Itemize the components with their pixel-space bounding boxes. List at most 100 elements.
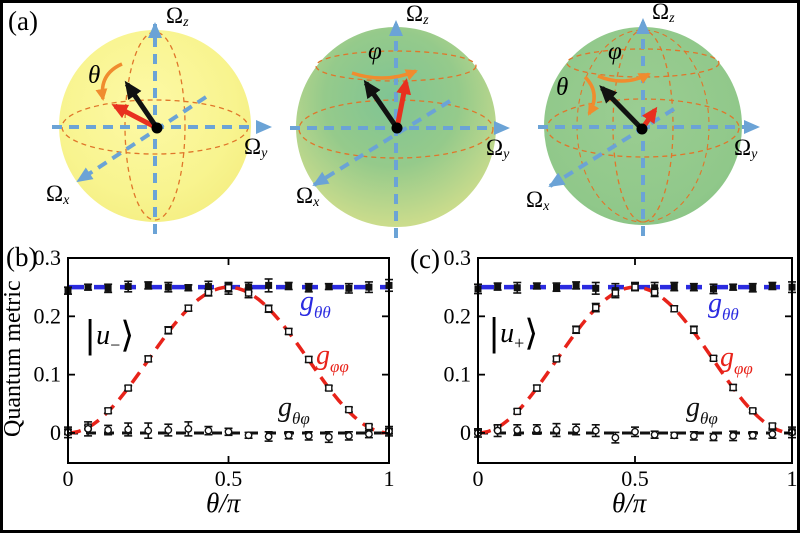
data-point-g_thetatheta [553, 283, 560, 291]
phi-label: φ [608, 38, 622, 65]
data-point-g_phiphi [144, 355, 152, 363]
omega-y-sub: y [751, 147, 758, 162]
phi-label: φ [368, 38, 382, 65]
legend-base: g [686, 392, 700, 423]
data-point-g_phiphi [552, 355, 561, 363]
data-point-g_thetaphi [124, 425, 133, 434]
omega-z-sub: z [423, 13, 429, 28]
omega-y-sub: y [503, 147, 510, 162]
omega-x-base: Ω [46, 181, 64, 206]
legend-base: g [300, 286, 314, 317]
ket-close: ⟩ [120, 315, 135, 356]
data-point-g_thetaphi [729, 431, 738, 440]
legend-base: g [278, 392, 292, 423]
data-point-g_thetaphi [164, 426, 173, 434]
data-point-g_thetaphi [709, 433, 718, 441]
bloch-sphere-theta-phi [538, 18, 760, 236]
x-tick-label: 0.5 [621, 466, 649, 491]
ket-letter: u [96, 320, 111, 351]
data-point-g_phiphi [670, 305, 678, 313]
x-tick-label: 1 [384, 466, 395, 491]
data-point-g_thetatheta [710, 285, 717, 293]
ket-subscript: − [110, 335, 121, 355]
data-point-g_thetaphi [184, 424, 193, 433]
bloch-spheres-diagram [52, 18, 760, 238]
data-point-g_thetatheta [533, 282, 541, 290]
data-point-g_phiphi [164, 326, 173, 335]
data-point-g_thetatheta [729, 283, 737, 291]
data-point-g_thetatheta [245, 283, 253, 291]
y-axis-title: Quantum metric [0, 280, 26, 438]
data-point-g_thetatheta [265, 281, 273, 289]
data-point-g_thetaphi [104, 426, 113, 434]
bloch-sphere-theta [52, 22, 272, 234]
panel-b: 0 0.5 1 0 0.1 0.2 0.3 (b) Quantum metric | u − ⟩ … [0, 236, 400, 533]
data-point-g_thetatheta [345, 284, 353, 292]
y-tick-label: 0.3 [444, 245, 472, 270]
data-point-g_thetatheta [690, 283, 698, 291]
data-point-g_thetaphi [144, 426, 153, 435]
legend-sub: θφ [292, 409, 310, 428]
y-tick-label: 0.1 [444, 362, 472, 387]
y-tick-label: 0 [460, 420, 471, 445]
data-point-g_phiphi [533, 384, 541, 392]
data-point-g_thetatheta [124, 283, 132, 291]
data-point-g_thetaphi [344, 431, 353, 440]
data-point-g_thetaphi [611, 433, 620, 442]
sphere-center-dot [636, 123, 648, 135]
y-tick-label: 0.2 [34, 303, 62, 328]
black-state-arrow [124, 80, 160, 130]
omega-x-axis [312, 99, 452, 187]
data-point-g_thetatheta [84, 283, 92, 291]
omega-x-axis [76, 95, 208, 183]
y-tick-label: 0.1 [34, 362, 62, 387]
data-point-g_thetaphi [748, 431, 757, 440]
data-point-g_thetaphi [631, 427, 639, 436]
ket-close: ⟩ [524, 313, 539, 354]
omega-z-sub: z [183, 15, 189, 30]
data-point-g_thetaphi [84, 424, 92, 433]
omega-x-sub: x [543, 199, 550, 214]
red-state-arrow [111, 103, 159, 131]
ket-subscript: + [514, 333, 525, 353]
phi-angle-arrow [351, 69, 418, 81]
data-point-g_phiphi [572, 326, 580, 334]
x-tick-label: 0 [63, 466, 74, 491]
data-point-g_phiphi [264, 305, 273, 313]
black-state-arrow [363, 79, 400, 130]
quantum-metric-chart-c: 0 0.5 1 0 0.1 0.2 0.3 [444, 245, 798, 491]
y-tick-label: 0 [50, 420, 61, 445]
omega-y-sub: y [261, 146, 268, 161]
legend-g-thetaphi: g θφ [686, 392, 718, 428]
data-point-g_thetaphi [532, 425, 541, 434]
legend-sub: θθ [722, 305, 739, 324]
red-state-arrow [394, 78, 412, 129]
panel-a-label: (a) [8, 6, 38, 36]
legend-g-thetatheta: g θθ [300, 286, 331, 322]
phi-angle-arrow [597, 72, 651, 84]
omega-z-base: Ω [406, 1, 424, 26]
legend-g-phiphi: g φφ [720, 344, 753, 378]
omega-z-base: Ω [166, 3, 184, 28]
data-point-g_phiphi [325, 384, 333, 392]
x-tick-label: 1 [787, 466, 798, 491]
data-point-g_thetaphi [552, 426, 561, 434]
data-point-g_thetaphi [365, 430, 373, 439]
ket-bar: | [84, 315, 97, 356]
data-point-g_phiphi [631, 283, 639, 291]
data-point-g_thetatheta [184, 284, 192, 292]
panel-b-label: (b) [6, 242, 38, 272]
legend-g-phiphi: g φφ [316, 342, 349, 376]
sphere-center-dot [391, 122, 403, 134]
data-point-g_thetaphi [304, 431, 313, 440]
data-point-g_thetaphi [493, 426, 502, 435]
omega-y-base: Ω [244, 134, 262, 159]
theta-label: θ [556, 74, 569, 101]
